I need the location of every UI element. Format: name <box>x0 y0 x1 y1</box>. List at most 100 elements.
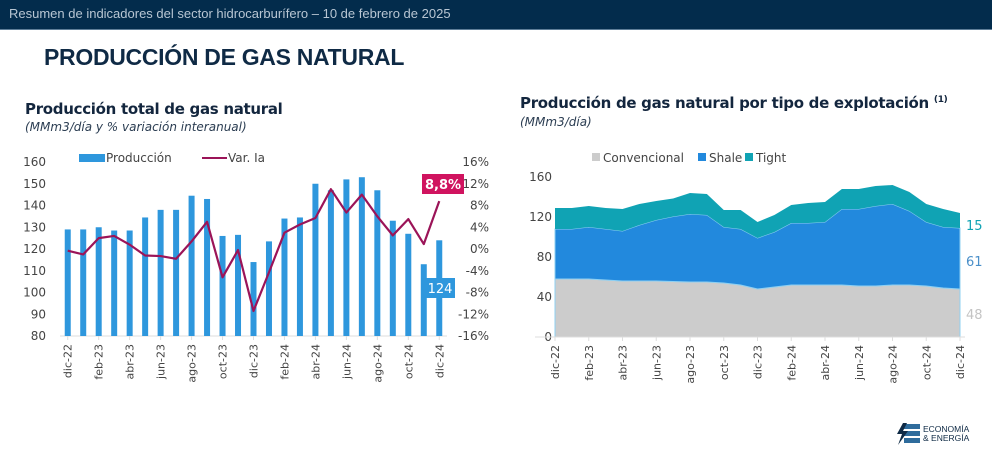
x-tick-label: ago-24 <box>887 345 900 384</box>
bar-produccion <box>126 230 133 336</box>
page-title: PRODUCCIÓN DE GAS NATURAL <box>44 44 405 70</box>
y-right-tick-label: -16% <box>458 329 489 343</box>
bar-produccion <box>358 177 365 336</box>
y-right-tick-label: 4% <box>470 220 489 234</box>
bar-produccion <box>204 198 211 336</box>
y-right-tick-label: 16% <box>462 155 489 169</box>
end-label-shale: 61 <box>966 255 983 270</box>
y-left-tick-label: 110 <box>23 264 46 278</box>
y-tick-label: 120 <box>529 210 552 224</box>
x-tick-label: feb-24 <box>278 344 291 380</box>
chart2-footnote-ref: (1) <box>933 95 948 105</box>
y-right-tick-label: -4% <box>466 264 489 278</box>
bar-produccion <box>80 229 87 336</box>
banner-text: Resumen de indicadores del sector hidroc… <box>9 6 451 21</box>
x-tick-label: ago-23 <box>186 344 199 383</box>
area-tight <box>555 185 960 238</box>
y-left-tick-label: 130 <box>23 220 46 234</box>
x-tick-label: dic-24 <box>954 345 967 379</box>
bar-produccion <box>173 209 180 336</box>
legend-swatch-convencional <box>592 153 600 161</box>
x-tick-label: abr-24 <box>819 345 832 381</box>
logo-line2: & ENERGÍA <box>923 433 970 443</box>
x-tick-label: abr-23 <box>617 345 630 381</box>
legend-swatch-shale <box>698 153 706 161</box>
x-tick-label: dic-23 <box>752 345 765 379</box>
x-tick-label: oct-23 <box>718 345 731 380</box>
x-tick-label: abr-24 <box>309 344 322 380</box>
bar-produccion <box>389 220 396 336</box>
y-left-tick-label: 80 <box>31 329 46 343</box>
x-tick-label: dic-24 <box>433 344 446 378</box>
y-left-tick-label: 100 <box>23 286 46 300</box>
bar-produccion <box>265 241 272 336</box>
logo-icon <box>897 423 920 445</box>
production-bar-line-chart: 80 90 100 110 120 130 140 150 160 -16% -12% -8% -4% 0… <box>23 151 489 383</box>
x-tick-label: ago-24 <box>371 344 384 383</box>
chart2-subtitle: (MMm3/día) <box>520 115 592 129</box>
x-tick-label: oct-23 <box>217 344 230 379</box>
bar-produccion <box>250 262 257 336</box>
y-left-tick-label: 90 <box>31 307 46 321</box>
x-tick-label: jun-24 <box>340 344 353 380</box>
legend-label-tight: Tight <box>755 151 787 165</box>
y-tick-label: 160 <box>529 170 552 184</box>
x-tick-label: oct-24 <box>402 344 415 379</box>
bar-produccion <box>374 190 381 336</box>
chart1-title: Producción total de gas natural <box>25 100 283 118</box>
y-right-tick-label: 12% <box>462 177 489 191</box>
bar-produccion <box>142 217 149 336</box>
annotation-var-box <box>422 174 464 194</box>
annotation-prod-label: 124 <box>428 282 453 297</box>
x-tick-label: oct-24 <box>920 345 933 380</box>
y-right-tick-label: -8% <box>466 286 489 300</box>
bar-produccion <box>405 233 412 336</box>
y-tick-label: 40 <box>537 290 552 304</box>
x-tick-label: dic-22 <box>549 345 562 379</box>
legend-label-var-ia: Var. Ia <box>228 151 265 165</box>
y-left-tick-label: 140 <box>23 199 46 213</box>
x-tick-label: jun-23 <box>155 344 168 380</box>
bar-produccion <box>343 179 350 336</box>
y-right-tick-label: 0% <box>470 242 489 256</box>
bar-produccion <box>312 183 319 336</box>
bar-produccion <box>111 230 118 336</box>
legend-label-convencional: Convencional <box>603 151 684 165</box>
end-label-convencional: 48 <box>966 308 983 323</box>
bar-produccion <box>188 195 195 336</box>
line-var-ia <box>67 188 441 313</box>
legend-swatch-produccion <box>79 154 105 162</box>
bar-produccion <box>420 264 427 336</box>
annotation-prod-box <box>425 278 455 298</box>
end-label-tight: 15 <box>966 219 983 234</box>
chart2-title: Producción de gas natural por tipo de ex… <box>520 94 948 112</box>
chart2-title-text: Producción de gas natural por tipo de ex… <box>520 94 929 112</box>
annotation-var-label: 8,8% <box>425 178 461 193</box>
top-banner: Resumen de indicadores del sector hidroc… <box>0 0 992 30</box>
x-tick-label: feb-23 <box>93 344 106 380</box>
x-tick-label: feb-23 <box>583 345 596 381</box>
y-left-tick-label: 120 <box>23 242 46 256</box>
bar-produccion <box>296 217 303 336</box>
y-right-tick-label: 8% <box>470 199 489 213</box>
x-tick-label: feb-24 <box>785 345 798 381</box>
y-left-tick-label: 150 <box>23 177 46 191</box>
bar-produccion <box>95 227 102 336</box>
bar-produccion <box>281 218 288 336</box>
legend-label-produccion: Producción <box>106 151 172 165</box>
bar-produccion <box>64 229 71 336</box>
logo-line1: ECONOMÍA <box>923 424 970 434</box>
y-left-tick-label: 160 <box>23 155 46 169</box>
bar-produccion <box>157 209 164 336</box>
x-tick-label: abr-23 <box>124 344 137 380</box>
y-right-tick-label: -12% <box>458 307 489 321</box>
legend-swatch-tight <box>745 153 753 161</box>
y-tick-label: 80 <box>537 250 552 264</box>
legend-label-shale: Shale <box>709 151 742 165</box>
x-tick-label: jun-24 <box>853 345 866 381</box>
x-tick-label: dic-22 <box>62 344 75 378</box>
x-tick-label: ago-23 <box>684 345 697 384</box>
x-tick-label: dic-23 <box>248 344 261 378</box>
x-tick-label: jun-23 <box>650 345 663 381</box>
